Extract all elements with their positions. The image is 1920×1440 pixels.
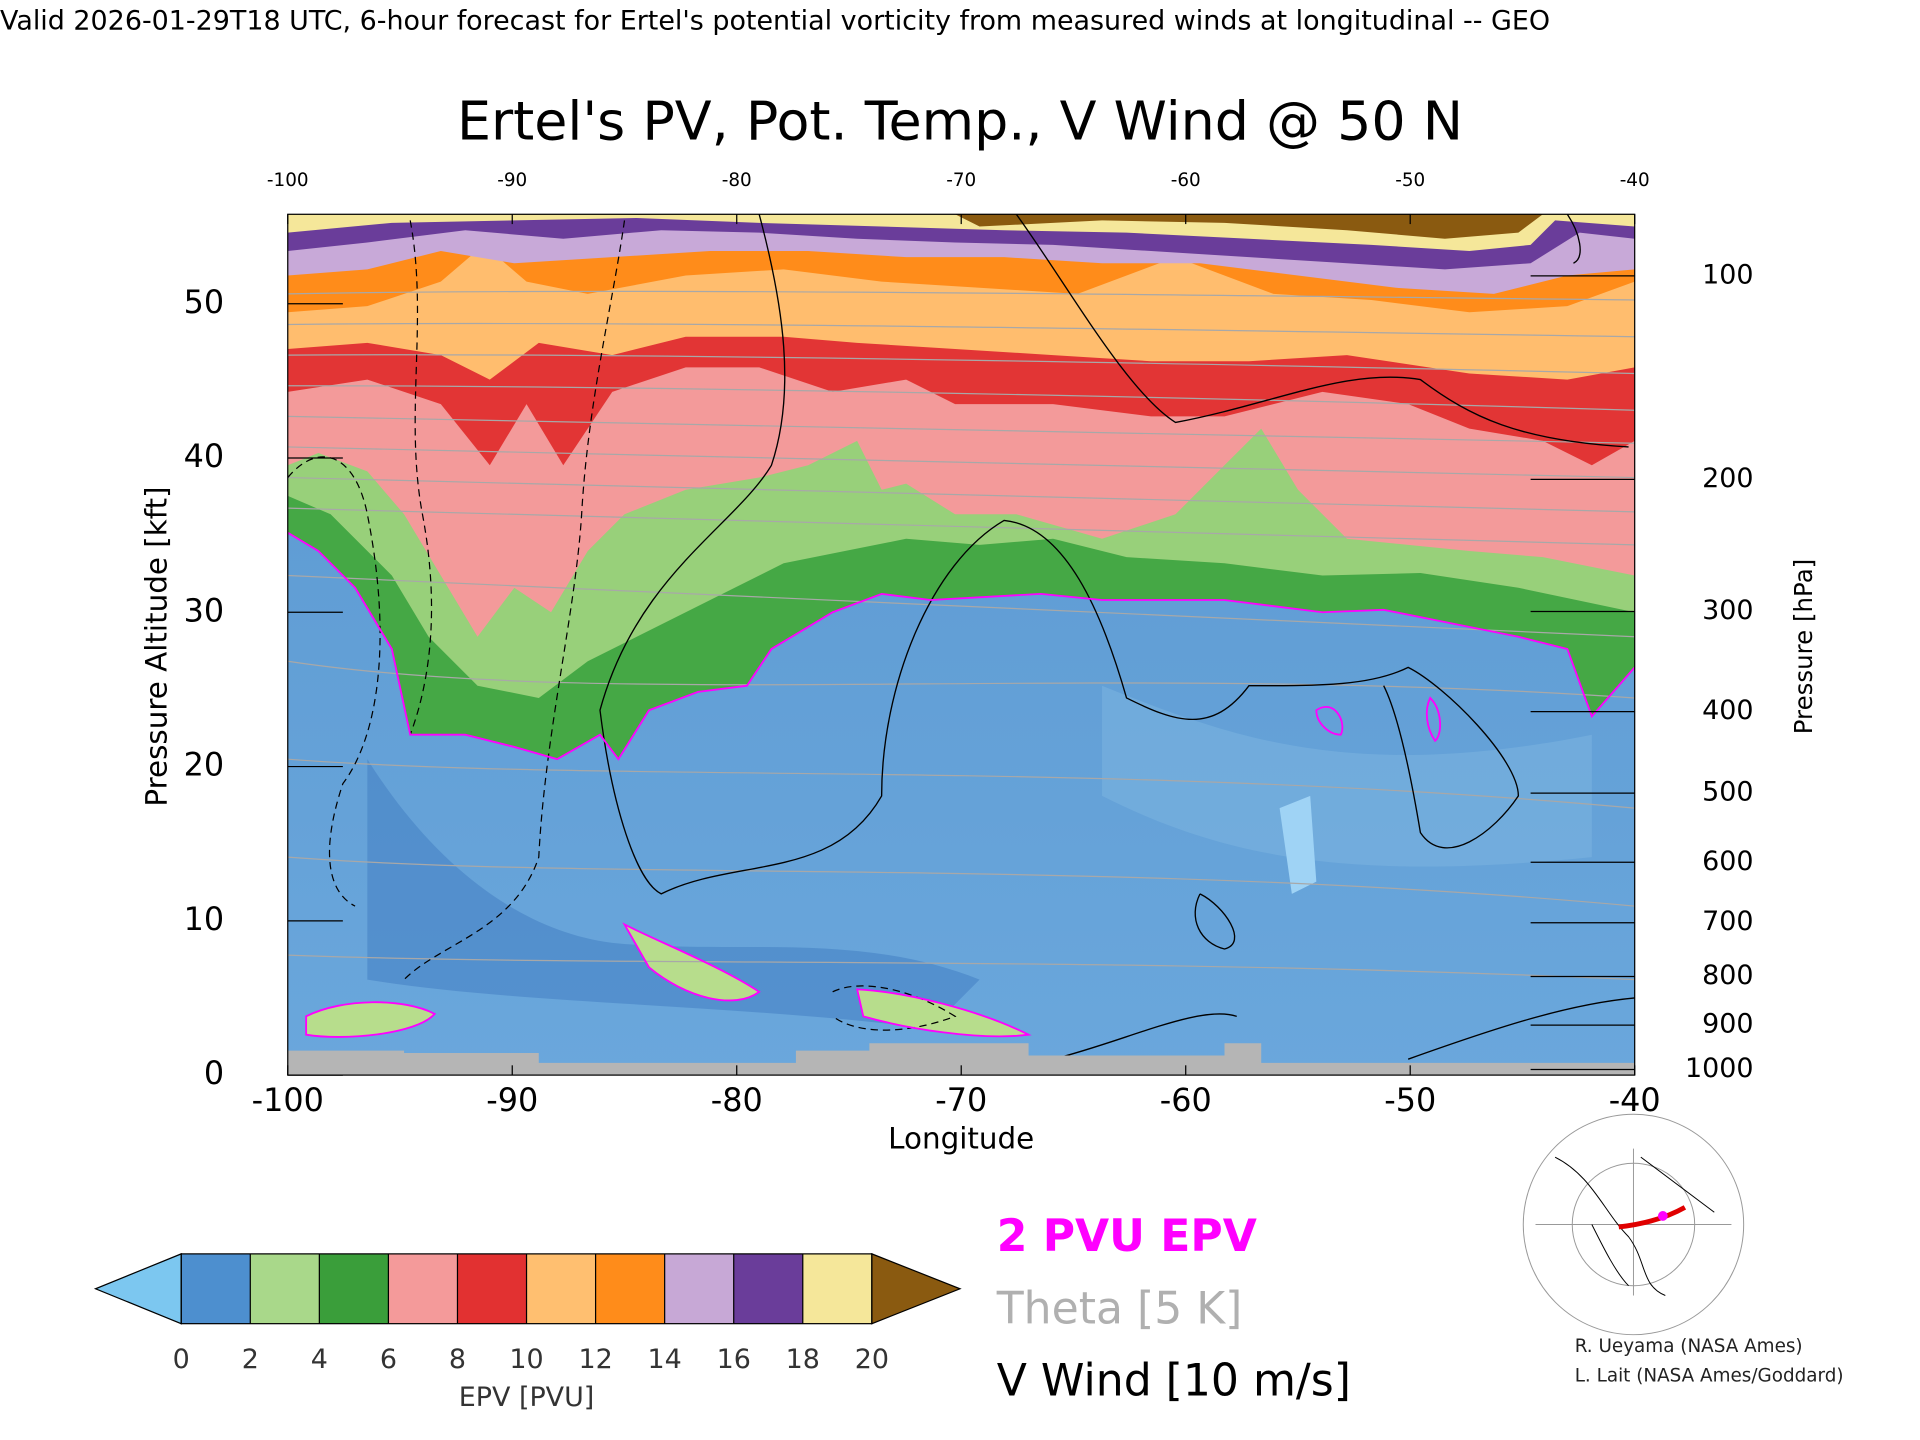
colorbar-segment — [181, 1253, 251, 1324]
x-top-tick-label: -60 — [1171, 170, 1201, 191]
x-tick-label: -70 — [935, 1081, 987, 1119]
y2-tick-label: 900 — [1702, 1009, 1753, 1040]
header: Valid 2026-01-29T18 UTC, 6-hour forecast… — [0, 6, 1550, 37]
field-patch — [1279, 795, 1317, 894]
field-patch — [1102, 685, 1592, 867]
colorbar-under — [93, 1252, 182, 1325]
colorbar-segment — [802, 1253, 872, 1324]
y2-tick-label: 800 — [1702, 960, 1753, 991]
credit: L. Lait (NASA Ames/Goddard) — [1575, 1365, 1844, 1386]
x-axis-label: Longitude — [888, 1122, 1034, 1156]
colorbar-frame — [180, 1253, 873, 1325]
pv-2-contour — [287, 531, 1635, 761]
credit: R. Ueyama (NASA Ames) — [1575, 1336, 1803, 1357]
colorbar-tick-label: 14 — [648, 1344, 682, 1375]
colorbar-over — [871, 1252, 962, 1325]
colorbar-tick-label: 18 — [786, 1344, 820, 1375]
y-tick-label: 10 — [184, 900, 225, 938]
x-tick-label: -40 — [1609, 1081, 1661, 1119]
y2-tick-label: 200 — [1702, 463, 1753, 494]
y2-tick-label: 600 — [1702, 846, 1753, 877]
x-top-tick-label: -80 — [722, 170, 752, 191]
y2-tick-label: 100 — [1702, 259, 1753, 290]
colorbar-segment — [595, 1253, 665, 1324]
colorbar-segment — [526, 1253, 596, 1324]
x-top-tick-label: -100 — [267, 170, 309, 191]
x-tick-label: -80 — [711, 1081, 763, 1119]
legend-entry: V Wind [10 m/s] — [997, 1356, 1351, 1407]
y-tick-label: 0 — [204, 1054, 224, 1092]
colorbar-tick-label: 4 — [311, 1344, 328, 1375]
y-tick-label: 40 — [184, 437, 225, 475]
y-tick-label: 20 — [184, 746, 225, 784]
legend-entry: 2 PVU EPV — [997, 1211, 1257, 1262]
y-axis-label: Pressure Altitude [kft] — [139, 486, 173, 806]
x-tick-label: -50 — [1384, 1081, 1436, 1119]
x-top-tick-label: -70 — [946, 170, 976, 191]
x-tick-label: -100 — [252, 1081, 324, 1119]
y2-tick-label: 700 — [1702, 906, 1753, 937]
y2-tick-label: 1000 — [1685, 1053, 1754, 1084]
field-band — [955, 214, 1543, 239]
x-tick-label: -60 — [1160, 1081, 1212, 1119]
wind-contours — [599, 214, 1635, 1060]
x-top-tick-label: -40 — [1620, 170, 1650, 191]
colorbar-tick-label: 16 — [717, 1344, 751, 1375]
colorbar-tick-label: 8 — [449, 1344, 466, 1375]
legend-entry: Theta [5 K] — [996, 1283, 1243, 1334]
colorbar-tick-label: 10 — [509, 1344, 543, 1375]
y2-tick-label: 300 — [1702, 595, 1753, 626]
colorbar-segment — [319, 1253, 389, 1324]
colorbar-tick-label: 6 — [380, 1344, 397, 1375]
field-patch — [367, 759, 980, 1029]
colorbar-tick-label: 2 — [242, 1344, 259, 1375]
colorbar-tick-label: 20 — [855, 1344, 889, 1375]
colorbar-tick-label: 12 — [578, 1344, 612, 1375]
y-tick-label: 50 — [184, 283, 225, 321]
colorbar-segment — [664, 1253, 734, 1324]
y2-axis-label: Pressure [hPa] — [1789, 559, 1818, 735]
y2-tick-label: 500 — [1702, 777, 1753, 808]
field-patch — [624, 924, 760, 1001]
locator-map — [1522, 1113, 1745, 1336]
colorbar-tick-label: 0 — [173, 1344, 190, 1375]
chart-title: Ertel's PV, Pot. Temp., V Wind @ 50 N — [457, 90, 1463, 153]
field-patch — [306, 1002, 435, 1037]
x-top-tick-label: -50 — [1395, 170, 1425, 191]
y-tick-label: 30 — [184, 591, 225, 629]
x-top-tick-label: -90 — [497, 170, 527, 191]
wind-contours-negative — [287, 220, 957, 1031]
colorbar-segment — [388, 1253, 458, 1324]
colorbar-segment — [733, 1253, 803, 1324]
colorbar-segment — [457, 1253, 527, 1324]
pv-2-contour — [305, 696, 1441, 1038]
colorbar-label: EPV [PVU] — [459, 1382, 595, 1413]
pv-field — [287, 214, 1635, 1076]
x-tick-label: -90 — [486, 1081, 538, 1119]
colorbar-segment — [250, 1253, 320, 1324]
terrain — [287, 1043, 1635, 1076]
y2-tick-label: 400 — [1702, 695, 1753, 726]
